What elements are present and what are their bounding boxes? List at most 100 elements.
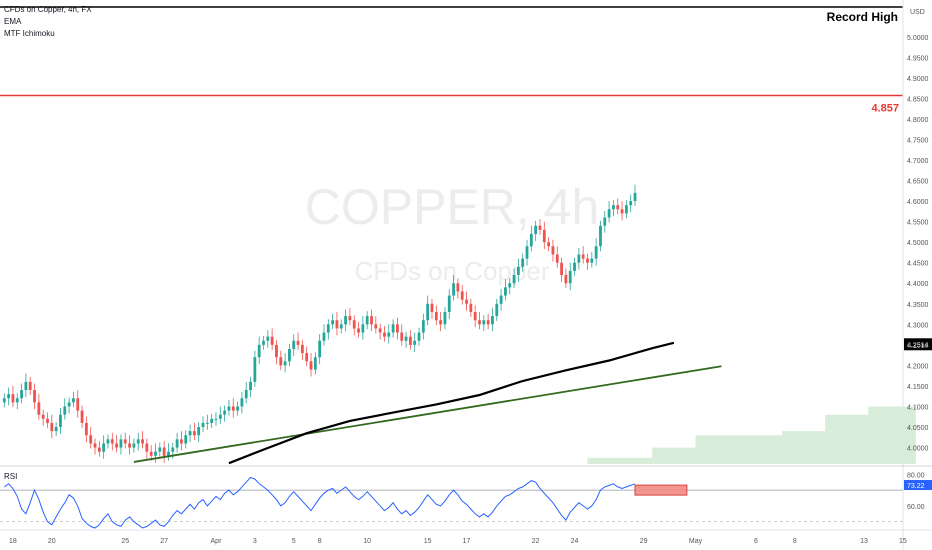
time-tick-label: Apr xyxy=(211,538,223,545)
candle xyxy=(236,401,239,416)
candle xyxy=(180,431,183,451)
candle-body xyxy=(400,332,404,341)
candle xyxy=(158,442,162,457)
price-tick-label: 4.6000 xyxy=(907,199,929,206)
candle-body xyxy=(521,258,525,267)
candle xyxy=(288,344,291,367)
candle xyxy=(599,220,602,252)
candle xyxy=(218,406,222,424)
candle xyxy=(132,438,136,453)
candle-body xyxy=(171,447,175,452)
candle-body xyxy=(357,328,360,333)
candle xyxy=(123,432,127,449)
candle-body xyxy=(309,361,313,370)
candle-body xyxy=(141,439,144,444)
candle xyxy=(292,334,296,356)
candle xyxy=(542,221,546,250)
candle xyxy=(396,317,399,340)
candle-body xyxy=(555,254,559,263)
candle xyxy=(607,201,611,223)
candle-body xyxy=(603,217,607,226)
candle xyxy=(223,405,227,422)
candle xyxy=(197,422,201,443)
candle xyxy=(231,398,235,418)
candle xyxy=(387,324,391,344)
trendline xyxy=(133,365,722,463)
candle-body xyxy=(115,443,119,448)
candle-body xyxy=(404,336,408,341)
candle xyxy=(504,279,507,301)
candle-body xyxy=(305,353,309,362)
candle xyxy=(447,288,451,319)
candle xyxy=(253,350,257,387)
candle-body xyxy=(616,205,620,210)
candle xyxy=(456,278,460,299)
candle-body xyxy=(516,266,520,276)
candle-body xyxy=(227,406,231,411)
candle-body xyxy=(89,435,93,444)
candle-body xyxy=(180,439,183,444)
current-price-tag xyxy=(904,338,932,351)
candle xyxy=(15,393,19,410)
candle-body xyxy=(123,439,127,444)
candle-body xyxy=(257,344,261,358)
candle-body xyxy=(439,320,443,325)
time-tick-label: 6 xyxy=(754,538,758,545)
candle xyxy=(538,219,542,235)
candle xyxy=(624,200,628,219)
candle-body xyxy=(486,320,490,325)
candle-body xyxy=(318,340,322,358)
time-axis[interactable]: 18 20 25 27 Apr 3 5 8 10 15 17 22 24 29 May 6 8 13 15 xyxy=(9,538,907,545)
current-price-label: 4.2514 xyxy=(907,342,929,349)
candle-body xyxy=(50,422,54,432)
rsi-pane: 80.00 60.00 73.22 xyxy=(0,472,932,529)
candle xyxy=(210,413,214,428)
candle-body xyxy=(378,328,382,333)
candle-body xyxy=(37,402,41,415)
candle-body xyxy=(594,246,598,259)
candle-body xyxy=(145,443,149,452)
candle-body xyxy=(624,205,628,214)
candle xyxy=(620,201,624,221)
overlay-lines: 4.857 4.2514 xyxy=(0,94,932,465)
candle xyxy=(616,198,620,215)
indicator-ema[interactable]: EMA xyxy=(4,17,22,26)
candle-body xyxy=(322,332,326,341)
candle-body xyxy=(253,357,257,382)
candle xyxy=(348,307,352,326)
candle xyxy=(421,313,425,340)
candle-body xyxy=(452,283,455,296)
candle xyxy=(357,321,360,338)
price-axis[interactable]: 5.0000 4.9500 4.9000 4.8500 4.8000 4.7500 4.70… xyxy=(907,35,929,453)
candle xyxy=(413,332,417,352)
indicator-ichimoku[interactable]: MTF Ichimoku xyxy=(4,29,55,38)
candle-body xyxy=(80,410,84,423)
candle xyxy=(37,394,41,420)
candle-body xyxy=(149,451,153,456)
candle-body xyxy=(331,320,335,325)
candle xyxy=(426,295,430,326)
price-tick-label: 4.7500 xyxy=(907,137,929,144)
candle xyxy=(404,331,408,348)
candle-body xyxy=(581,254,585,259)
candle-body xyxy=(313,357,317,370)
candle xyxy=(201,416,205,432)
candle xyxy=(590,252,594,268)
candle xyxy=(486,313,490,330)
rsi-level-label: 60.00 xyxy=(907,504,925,511)
time-tick-label: 25 xyxy=(121,538,129,545)
price-tick-label: 4.2000 xyxy=(907,363,929,370)
candle-body xyxy=(460,291,464,300)
candle-body xyxy=(560,262,563,276)
candle xyxy=(184,430,188,449)
candle xyxy=(167,443,170,461)
candle xyxy=(564,268,568,289)
candle xyxy=(473,305,477,328)
candle xyxy=(80,405,84,428)
symbol-title[interactable]: CFDs on Copper, 4h, FX xyxy=(4,5,92,14)
candle-body xyxy=(283,361,287,366)
candle xyxy=(612,200,615,217)
candle xyxy=(63,398,67,420)
ichimoku-cloud xyxy=(587,394,916,464)
